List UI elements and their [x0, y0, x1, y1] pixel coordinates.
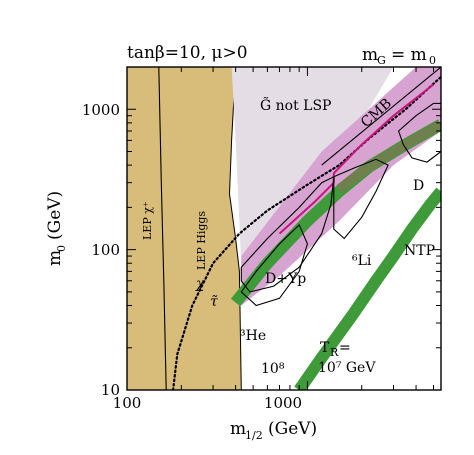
svg-text:(GeV): (GeV) — [268, 419, 317, 439]
line-3 — [321, 67, 441, 166]
svg-text:0: 0 — [55, 245, 68, 252]
contour-1 — [240, 223, 308, 307]
x-tick-label-1000: 1000 — [264, 394, 302, 412]
contour-2 — [333, 158, 389, 240]
label-gravitino-not-lsp: G̃ not LSP — [260, 96, 331, 114]
plot-frame — [126, 66, 442, 391]
label-tr-1e8: 10⁸ — [261, 361, 285, 377]
line-2 — [278, 83, 435, 235]
title-left: tanβ=10, μ>0 — [127, 43, 248, 63]
label-tr-1e7: T R = 10⁷ GeV — [318, 340, 376, 376]
title-right: m G = m 0 — [362, 45, 436, 67]
label-d: D — [413, 178, 424, 194]
bbn-contours — [240, 102, 441, 307]
label-d-yp: D+Yp — [265, 271, 306, 287]
svg-text:m: m — [230, 419, 246, 439]
label-lep-chargino: LEP χ⁺ — [141, 201, 154, 240]
svg-text:1/2: 1/2 — [245, 429, 263, 442]
svg-text:R: R — [330, 346, 339, 359]
svg-text:(GeV): (GeV) — [45, 191, 65, 240]
svg-text:= m: = m — [391, 45, 427, 65]
x-axis-title: m 1/2 (GeV) — [230, 419, 317, 442]
line-1 — [158, 67, 167, 390]
svg-text:10⁷ GeV: 10⁷ GeV — [318, 360, 376, 376]
label-li6: ⁶Li — [352, 253, 372, 269]
y-tick-label-10: 10 — [101, 381, 120, 399]
label-lep-higgs: LEP Higgs — [195, 211, 208, 270]
plot-area — [127, 67, 441, 390]
band-4 — [294, 187, 441, 390]
region-0 — [127, 67, 242, 390]
line-0 — [172, 75, 441, 390]
x-tick-label-100: 100 — [113, 394, 142, 412]
svg-text:m: m — [362, 45, 378, 65]
label-ntp: NTP — [404, 243, 435, 259]
label-chi: χ — [195, 276, 206, 292]
svg-text:T: T — [320, 340, 330, 356]
label-stau: τ̃ — [210, 294, 218, 310]
y-axis-title: m 0 (GeV) — [45, 191, 68, 266]
axis-ticks — [126, 66, 441, 391]
svg-text:m: m — [45, 250, 65, 266]
contour-3 — [397, 102, 441, 163]
y-tick-label-100: 100 — [91, 241, 120, 259]
svg-text:G: G — [377, 54, 386, 67]
y-tick-label-1000: 1000 — [82, 101, 120, 119]
contour-0 — [240, 175, 335, 293]
label-he3: ³He — [240, 328, 266, 344]
band-overlap — [336, 120, 441, 194]
svg-text:=: = — [339, 340, 351, 356]
svg-text:0: 0 — [429, 54, 436, 67]
